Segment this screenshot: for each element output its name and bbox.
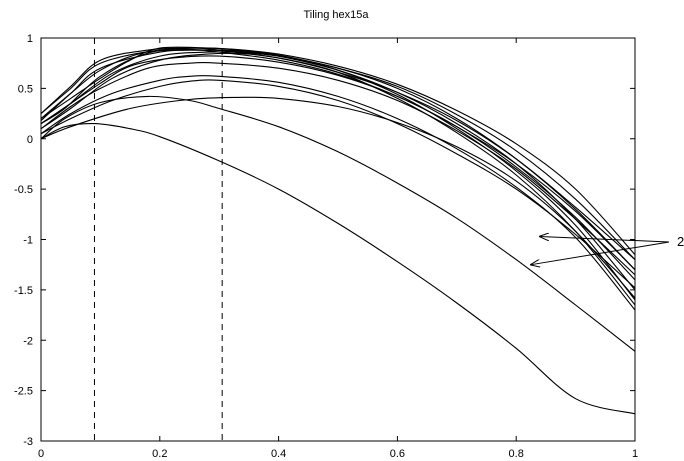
axis-ticks: 0 0.2 0.4 0.6 0.8 1 -3 -2.5 -2 -1.5 -1 -0.5 0 0.5 1 bbox=[14, 33, 638, 460]
x-tick-label: 0 bbox=[38, 448, 44, 460]
series-line-15 bbox=[40, 52, 636, 306]
x-tick-label: 0.6 bbox=[390, 448, 405, 460]
annotation-group: 2 bbox=[531, 234, 684, 265]
series-line-10 bbox=[40, 47, 636, 255]
plot-frame bbox=[40, 37, 636, 442]
vertical-dashed-lines bbox=[93, 38, 223, 441]
series-line-8 bbox=[40, 49, 636, 281]
y-tick-label: -3 bbox=[23, 436, 33, 448]
y-tick-label: 1 bbox=[27, 33, 33, 45]
y-tick-label: 0.5 bbox=[18, 83, 33, 95]
series-line-13 bbox=[40, 49, 636, 291]
y-tick-label: -1 bbox=[23, 235, 33, 247]
x-tick-label: 0.2 bbox=[152, 448, 167, 460]
x-tick-label: 1 bbox=[632, 448, 638, 460]
annotation-label: 2 bbox=[677, 234, 684, 249]
series-line-6 bbox=[40, 61, 636, 276]
y-tick-label: -0.5 bbox=[14, 184, 33, 196]
chart-title: Tiling hex15a bbox=[303, 9, 369, 21]
y-tick-label: 0 bbox=[27, 134, 33, 146]
series-line-14 bbox=[40, 51, 636, 301]
series-line-4 bbox=[40, 79, 636, 289]
y-tick-label: -2.5 bbox=[14, 386, 33, 398]
y-tick-label: -2 bbox=[23, 335, 33, 347]
x-tick-label: 0.8 bbox=[509, 448, 524, 460]
series-line-11 bbox=[40, 46, 636, 260]
annotation-arrow-1 bbox=[540, 236, 670, 243]
x-tick-label: 0.4 bbox=[271, 448, 286, 460]
series-line-3 bbox=[40, 96, 636, 299]
series-group bbox=[40, 46, 636, 415]
series-line-5 bbox=[40, 75, 636, 311]
series-line-2 bbox=[40, 95, 636, 352]
series-line-7 bbox=[40, 55, 636, 271]
annotation-arrow-2 bbox=[531, 241, 670, 265]
series-line-1 bbox=[40, 122, 636, 415]
y-tick-label: -1.5 bbox=[14, 285, 33, 297]
